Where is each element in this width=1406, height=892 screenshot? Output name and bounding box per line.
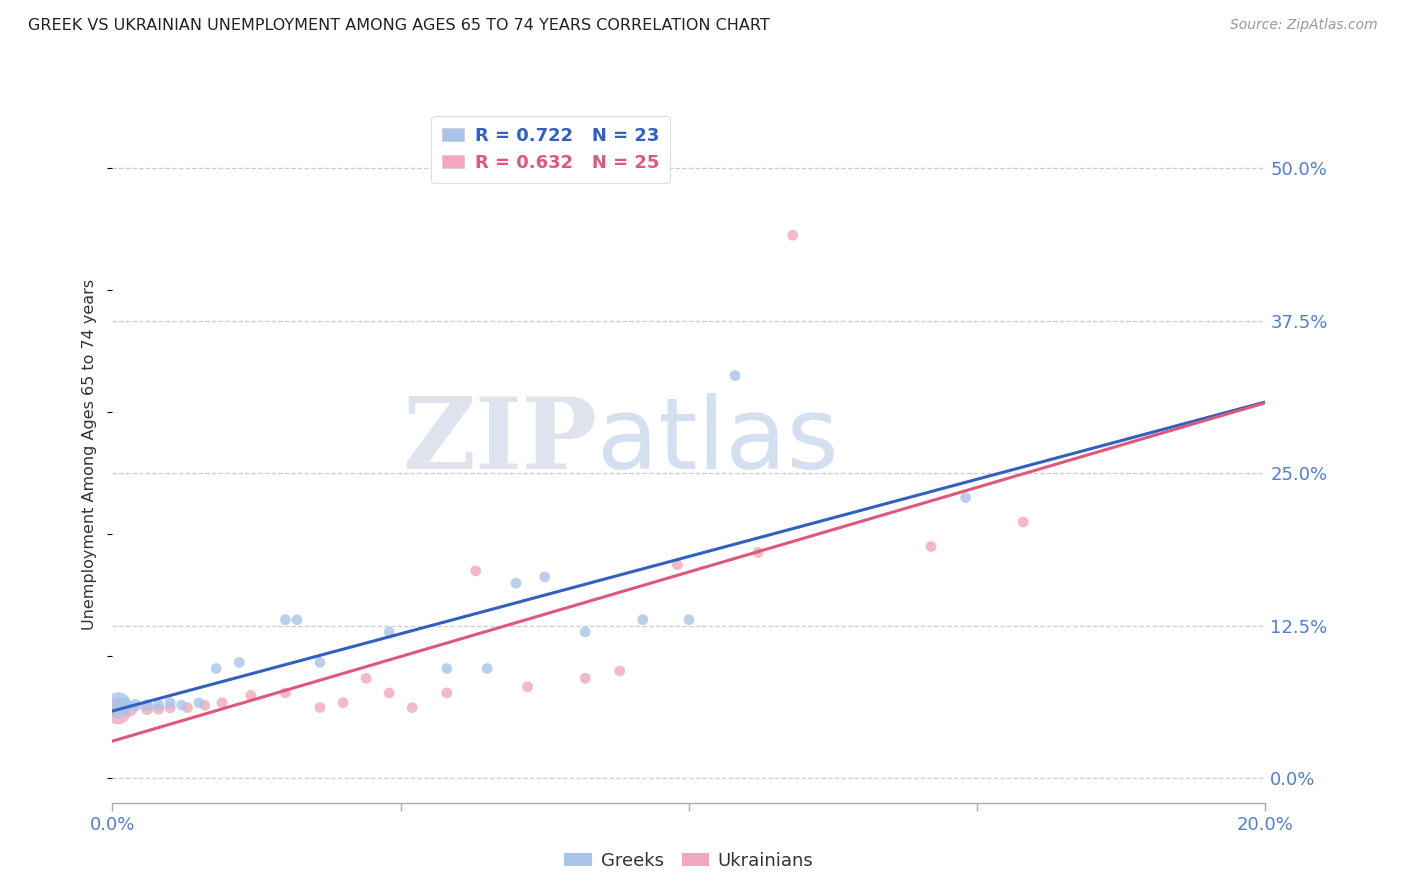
Point	[228, 656, 250, 670]
Point	[516, 680, 538, 694]
Point	[436, 661, 458, 675]
Point	[136, 702, 159, 716]
Point	[920, 540, 942, 554]
Point	[107, 698, 129, 713]
Point	[159, 700, 181, 714]
Point	[309, 656, 332, 670]
Point	[782, 228, 804, 243]
Point	[159, 696, 181, 710]
Point	[205, 661, 228, 675]
Point	[148, 702, 170, 716]
Text: Source: ZipAtlas.com: Source: ZipAtlas.com	[1230, 18, 1378, 32]
Point	[436, 686, 458, 700]
Text: ZIP: ZIP	[402, 392, 596, 490]
Point	[574, 624, 596, 639]
Point	[309, 700, 332, 714]
Point	[1012, 515, 1035, 529]
Point	[378, 624, 401, 639]
Point	[112, 698, 135, 713]
Text: atlas: atlas	[596, 392, 838, 490]
Point	[678, 613, 700, 627]
Point	[188, 696, 211, 710]
Legend: Greeks, Ukrainians: Greeks, Ukrainians	[557, 845, 821, 877]
Point	[285, 613, 308, 627]
Text: GREEK VS UKRAINIAN UNEMPLOYMENT AMONG AGES 65 TO 74 YEARS CORRELATION CHART: GREEK VS UKRAINIAN UNEMPLOYMENT AMONG AG…	[28, 18, 770, 33]
Point	[124, 698, 146, 713]
Point	[747, 545, 769, 559]
Point	[464, 564, 486, 578]
Point	[118, 702, 141, 716]
Point	[239, 689, 262, 703]
Point	[354, 671, 377, 685]
Point	[631, 613, 654, 627]
Point	[332, 696, 354, 710]
Y-axis label: Unemployment Among Ages 65 to 74 years: Unemployment Among Ages 65 to 74 years	[82, 279, 97, 631]
Point	[107, 704, 129, 718]
Point	[211, 696, 233, 710]
Point	[574, 671, 596, 685]
Point	[609, 664, 631, 678]
Point	[505, 576, 527, 591]
Point	[533, 570, 555, 584]
Point	[194, 698, 217, 713]
Point	[274, 613, 297, 627]
Point	[148, 698, 170, 713]
Point	[724, 368, 747, 383]
Point	[401, 700, 423, 714]
Point	[378, 686, 401, 700]
Point	[274, 686, 297, 700]
Point	[475, 661, 498, 675]
Point	[666, 558, 689, 572]
Point	[136, 698, 159, 713]
Point	[170, 698, 193, 713]
Point	[176, 700, 198, 714]
Point	[955, 491, 977, 505]
